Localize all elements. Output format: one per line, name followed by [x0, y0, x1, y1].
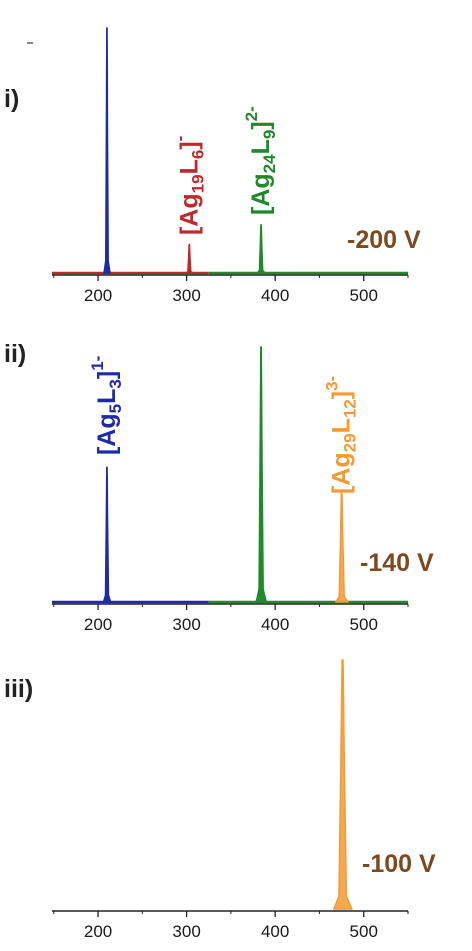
annotation-supscript: 1-: [88, 356, 107, 371]
x-tick-label: 500: [350, 286, 378, 305]
species-annotation: [Ag24L9]2-: [242, 106, 279, 215]
annotation-text: [Ag: [175, 193, 203, 235]
annotation-subscript: 24: [260, 154, 279, 173]
annotation-text: L: [247, 139, 275, 154]
peak: [255, 346, 268, 603]
x-tick-label: 500: [350, 615, 378, 634]
annotation-text: L: [175, 159, 203, 174]
annotation-supscript: -: [170, 136, 189, 142]
spectrum-panel-2: ii)200 300 400 500[Ag5L3]1-[Ag29L12]3--140 …: [4, 340, 434, 634]
annotation-subscript: 29: [341, 433, 360, 452]
panel-label: ii): [4, 340, 26, 368]
x-tick-label: 400: [261, 286, 289, 305]
annotation-text: ]: [247, 121, 275, 129]
annotation-text: ]: [328, 391, 356, 399]
annotation-supscript: 3-: [323, 376, 342, 391]
annotation-text: ]: [93, 371, 121, 379]
voltage-label: -200 V: [347, 226, 421, 254]
x-tick-label: 200: [84, 286, 112, 305]
x-tick-label: 400: [261, 922, 289, 941]
species-annotation: [Ag19L6]-: [170, 136, 207, 235]
annotation-subscript: 19: [188, 174, 207, 193]
x-tick-label: 300: [172, 286, 200, 305]
x-tick-label: 500: [350, 922, 378, 941]
x-tick-label: 300: [172, 922, 200, 941]
spectrum-panel-1: i)200 300 400 500[Ag19L6]-[Ag24L9]2--200 V: [4, 27, 421, 305]
species-annotation: [Ag5L3]1-: [88, 356, 125, 455]
peak: [256, 224, 266, 274]
annotation-subscript: 5: [106, 404, 125, 413]
peak: [103, 27, 111, 274]
x-tick-label: 200: [84, 922, 112, 941]
voltage-label: -140 V: [360, 549, 434, 577]
peak: [185, 243, 194, 274]
annotation-text: L: [93, 389, 121, 404]
species-annotation: [Ag29L12]3-: [323, 376, 360, 494]
annotation-text: [Ag: [328, 452, 356, 494]
peak: [333, 659, 353, 910]
x-tick-label: 200: [84, 615, 112, 634]
voltage-label: -100 V: [362, 850, 436, 878]
annotation-text: [Ag: [247, 173, 275, 215]
annotation-text: L: [328, 418, 356, 433]
panel-label: iii): [4, 675, 33, 703]
panel-label: i): [4, 85, 19, 113]
annotation-subscript: 3: [106, 379, 125, 388]
annotation-text: [Ag: [93, 413, 121, 455]
annotation-text: ]: [175, 141, 203, 149]
x-tick-label: 300: [172, 615, 200, 634]
peak: [102, 466, 112, 603]
annotation-subscript: 9: [260, 130, 279, 139]
spectrum-panel-3: iii) 200 300 400 500 -100 V: [4, 659, 436, 941]
annotation-subscript: 6: [188, 150, 207, 159]
peak: [335, 492, 349, 603]
annotation-supscript: 2-: [242, 106, 261, 121]
annotation-subscript: 12: [341, 399, 360, 418]
x-tick-label: 400: [261, 615, 289, 634]
